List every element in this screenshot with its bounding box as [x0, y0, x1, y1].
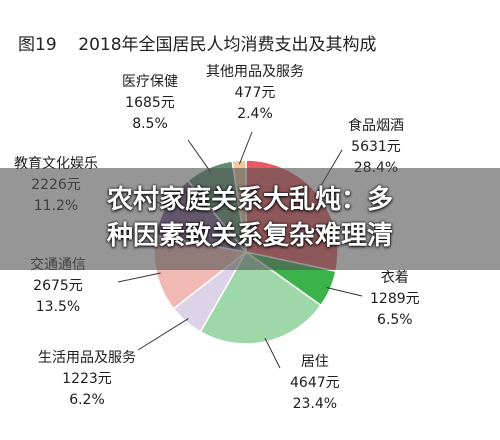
- banner-line-2: 种因素致关系复杂难理清: [106, 221, 393, 251]
- slice-name-housing: 居住: [300, 354, 329, 370]
- slice-percent-label-other: 2.4%: [237, 106, 273, 122]
- banner-headline: 农村家庭关系大乱炖：多 种因素致关系复杂难理清: [0, 182, 500, 254]
- leader-line-household: [137, 318, 189, 351]
- slice-name-other: 其他用品及服务: [206, 64, 304, 80]
- slice-value-label-food: 5631元: [351, 139, 401, 155]
- slice-name-household: 生活用品及服务: [38, 350, 136, 366]
- chart-title: 图19 2018年全国居民人均消费支出及其构成: [18, 35, 377, 55]
- slice-percent-label-housing: 23.4%: [292, 396, 338, 412]
- leader-line-transport: [117, 272, 161, 283]
- slice-name-clothing: 衣着: [380, 270, 409, 286]
- banner-line-1: 农村家庭关系大乱炖：多: [106, 185, 393, 215]
- slice-value-label-transport: 2675元: [33, 278, 83, 294]
- slice-percent-label-medical: 8.5%: [132, 116, 168, 132]
- slice-percent-label-household: 6.2%: [69, 392, 105, 408]
- leader-line-other: [238, 131, 253, 165]
- slice-value-label-other: 477元: [234, 85, 276, 101]
- overlay-banner: [0, 168, 500, 270]
- slice-name-medical: 医疗保健: [122, 74, 178, 90]
- slice-label-household: 生活用品及服务 1223元 6.2%: [38, 348, 136, 411]
- slice-label-clothing: 衣着 1289元 6.5%: [370, 268, 420, 331]
- slice-value-label-housing: 4647元: [290, 375, 340, 391]
- slice-label-other: 其他用品及服务 477元 2.4%: [206, 62, 304, 125]
- slice-percent-label-clothing: 6.5%: [377, 312, 413, 328]
- slice-value-label-household: 1223元: [62, 371, 112, 387]
- slice-percent-label-transport: 13.5%: [35, 299, 81, 315]
- leader-line-housing: [264, 337, 281, 369]
- slice-label-medical: 医疗保健 1685元 8.5%: [122, 72, 178, 135]
- leader-line-medical: [187, 139, 211, 172]
- slice-value-label-clothing: 1289元: [370, 291, 420, 307]
- slice-name-food: 食品烟酒: [348, 118, 404, 134]
- slice-value-label-medical: 1685元: [125, 95, 175, 111]
- slice-label-housing: 居住 4647元 23.4%: [290, 352, 340, 415]
- leader-line-clothing: [326, 287, 363, 297]
- pie-slice-housing: [199, 250, 322, 345]
